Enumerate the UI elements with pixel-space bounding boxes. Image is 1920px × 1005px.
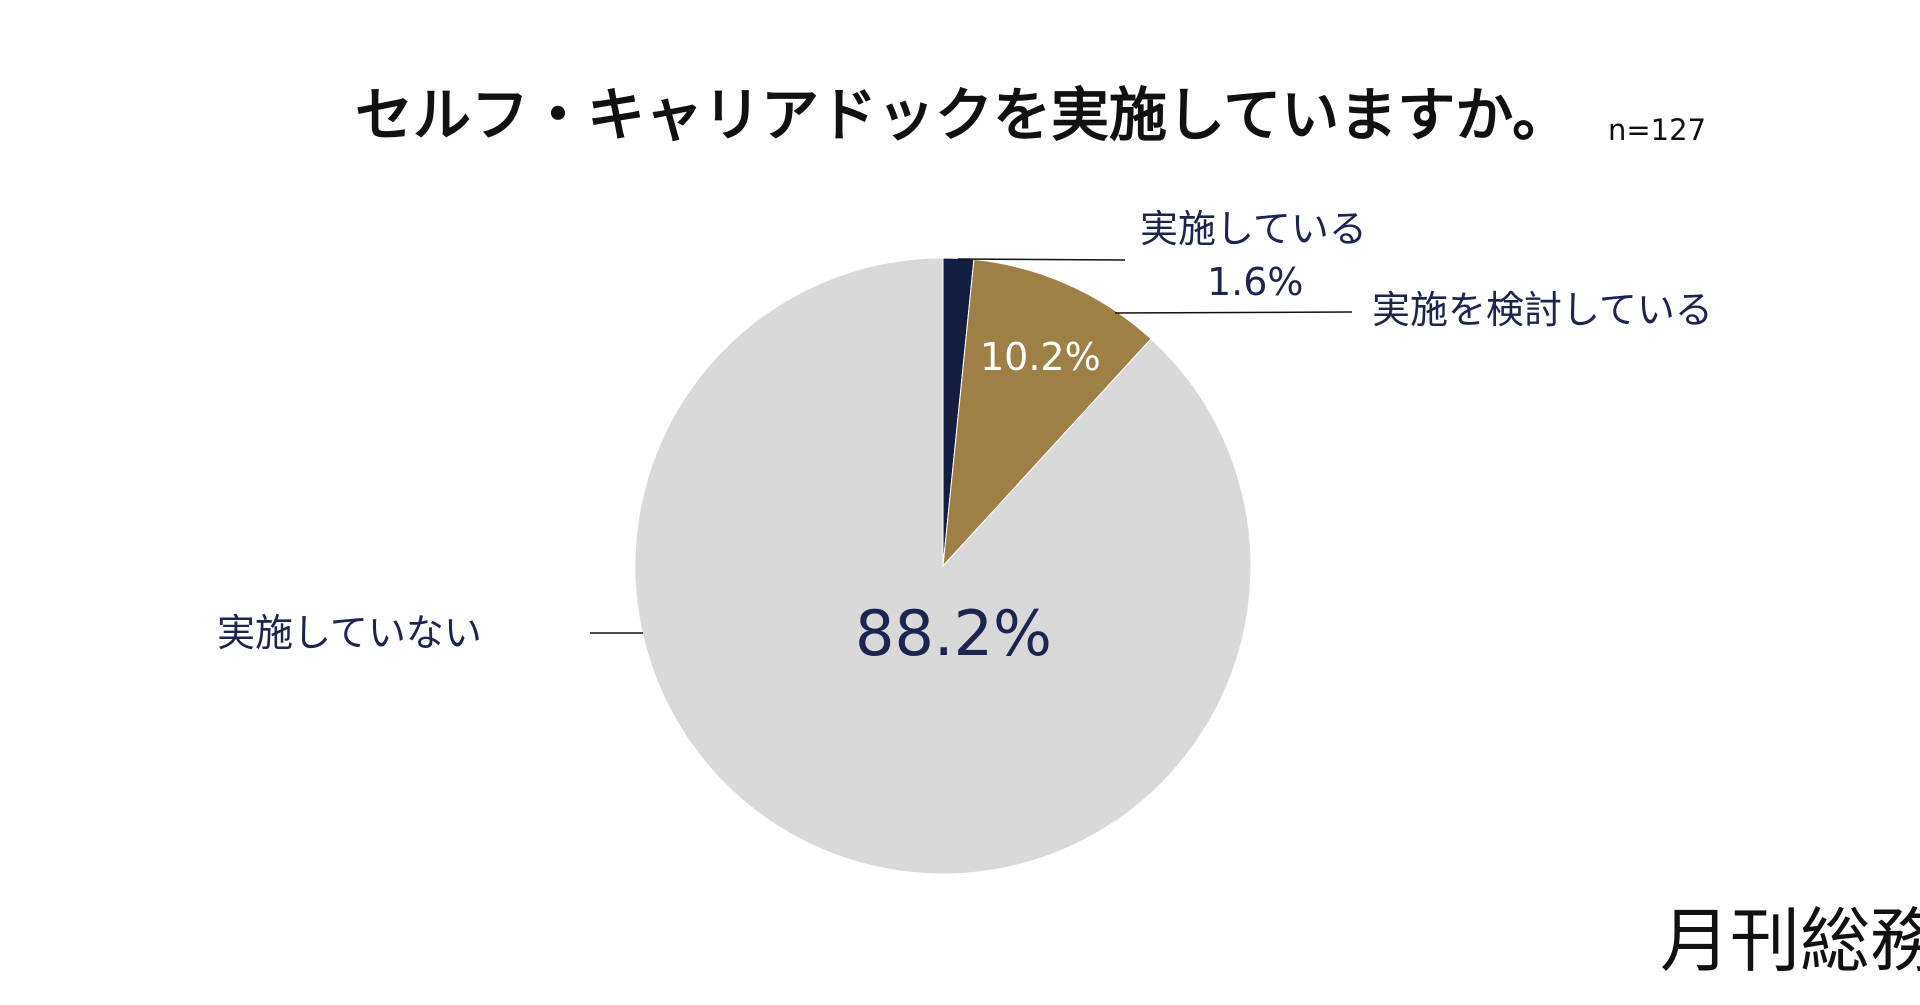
leader-line-considering	[1114, 311, 1353, 314]
sample-size: n=127	[1608, 113, 1706, 147]
pie-slice-1	[942, 259, 1152, 568]
slice-value-considering: 10.2%	[980, 335, 1101, 379]
chart-title: セルフ・キャリアドックを実施していますか。	[355, 81, 1570, 149]
leader-line-implemented	[957, 258, 1126, 261]
slice-value-implemented: 1.6%	[1207, 260, 1304, 304]
pie-slice-2	[634, 257, 1252, 875]
slice-label-not-implemented: 実施していない	[217, 611, 482, 655]
pie-slices	[634, 257, 1252, 875]
slice-value-not-implemented: 88.2%	[855, 597, 1052, 670]
brand-logo: 月刊総務	[1660, 900, 1920, 982]
slice-label-considering: 実施を検討している	[1372, 288, 1713, 332]
slice-label-implemented: 実施している	[1140, 207, 1367, 251]
